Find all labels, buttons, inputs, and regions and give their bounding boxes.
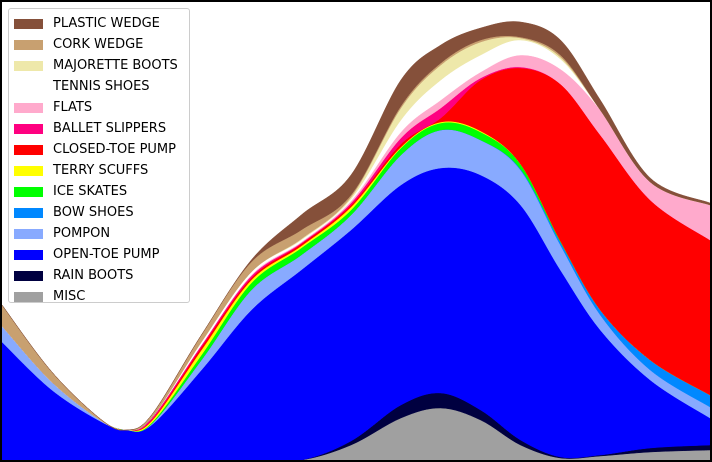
legend-swatch [14, 123, 43, 134]
legend-item: TENNIS SHOES [9, 76, 189, 97]
legend-label: POMPON [53, 226, 111, 241]
legend-item: RAIN BOOTS [9, 265, 189, 286]
legend-item: OPEN-TOE PUMP [9, 244, 189, 265]
legend-swatch [14, 270, 43, 281]
legend-item: MISC [9, 286, 189, 307]
legend-item: ICE SKATES [9, 181, 189, 202]
legend-item: POMPON [9, 223, 189, 244]
legend-swatch [14, 81, 43, 92]
legend-label: BALLET SLIPPERS [53, 121, 167, 136]
legend-item: CORK WEDGE [9, 34, 189, 55]
legend-item: CLOSED-TOE PUMP [9, 139, 189, 160]
legend-swatch [14, 165, 43, 176]
legend-swatch [14, 207, 43, 218]
legend: PLASTIC WEDGE CORK WEDGE MAJORETTE BOOTS TE… [8, 8, 190, 304]
legend-label: ICE SKATES [53, 184, 128, 199]
legend-swatch [14, 102, 43, 113]
legend-item: FLATS [9, 97, 189, 118]
legend-swatch [14, 144, 43, 155]
legend-swatch [14, 291, 43, 302]
legend-item: PLASTIC WEDGE [9, 13, 189, 34]
legend-label: FLATS [53, 100, 93, 115]
legend-swatch [14, 249, 43, 260]
legend-label: OPEN-TOE PUMP [53, 247, 160, 262]
legend-label: RAIN BOOTS [53, 268, 134, 283]
legend-item: MAJORETTE BOOTS [9, 55, 189, 76]
legend-label: MAJORETTE BOOTS [53, 58, 178, 73]
legend-swatch [14, 39, 43, 50]
legend-label: CLOSED-TOE PUMP [53, 142, 176, 157]
legend-label: TENNIS SHOES [53, 79, 150, 94]
area-plastic-wedge [1, 21, 711, 431]
legend-item: BOW SHOES [9, 202, 189, 223]
legend-label: BOW SHOES [53, 205, 134, 220]
legend-swatch [14, 186, 43, 197]
legend-swatch [14, 60, 43, 71]
legend-label: TERRY SCUFFS [53, 163, 149, 178]
legend-item: BALLET SLIPPERS [9, 118, 189, 139]
legend-label: PLASTIC WEDGE [53, 16, 160, 31]
legend-label: MISC [53, 289, 86, 304]
legend-swatch [14, 228, 43, 239]
legend-item: TERRY SCUFFS [9, 160, 189, 181]
legend-label: CORK WEDGE [53, 37, 144, 52]
legend-swatch [14, 18, 43, 29]
